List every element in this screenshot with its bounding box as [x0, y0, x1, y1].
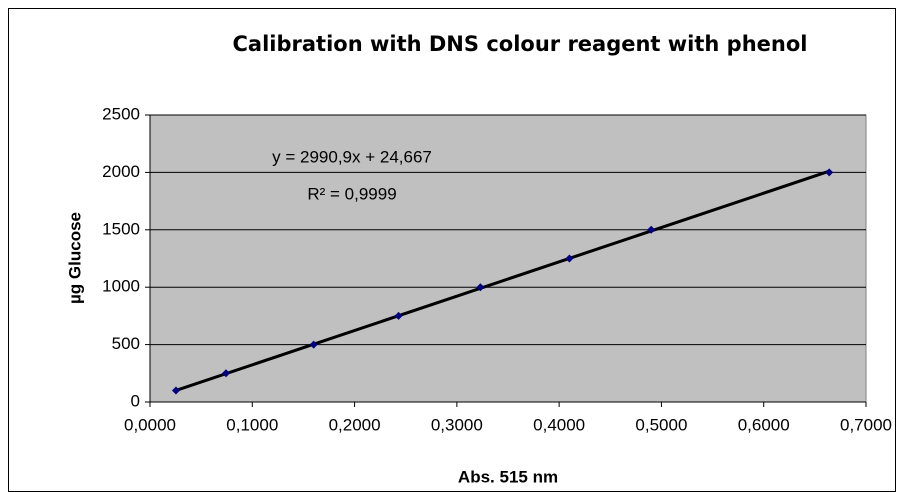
x-tick-label: 0,1000 [226, 415, 278, 434]
r-squared: R² = 0,9999 [307, 184, 396, 203]
chart-title: Calibration with DNS colour reagent with… [232, 32, 808, 56]
x-tick-label: 0,6000 [738, 415, 790, 434]
plot [145, 114, 867, 407]
equation: y = 2990,9x + 24,667 [272, 147, 432, 166]
y-tick-label: 500 [112, 334, 140, 353]
data-point [565, 254, 574, 263]
data-point [394, 311, 403, 320]
data-point [825, 168, 834, 177]
y-axis-label: µg Glucose [65, 212, 84, 304]
x-tick-label: 0,4000 [533, 415, 585, 434]
data-point [221, 369, 230, 378]
trendline [175, 169, 830, 392]
y-tick-label: 2500 [102, 104, 140, 123]
x-tick-label: 0,7000 [840, 415, 892, 434]
x-tick-label: 0,5000 [635, 415, 687, 434]
data-point [647, 225, 656, 234]
x-tick-label: 0,0000 [124, 415, 176, 434]
y-tick-label: 1000 [102, 277, 140, 296]
data-point [476, 283, 485, 292]
data-point [309, 340, 318, 349]
y-tick-label: 0 [131, 391, 140, 410]
x-axis-label: Abs. 515 nm [458, 467, 558, 486]
data-point [171, 386, 180, 395]
x-tick-label: 0,2000 [329, 415, 381, 434]
plot-background [149, 114, 867, 403]
x-tick-label: 0,3000 [431, 415, 483, 434]
y-tick-label: 2000 [102, 162, 140, 181]
y-tick-label: 1500 [102, 219, 140, 238]
